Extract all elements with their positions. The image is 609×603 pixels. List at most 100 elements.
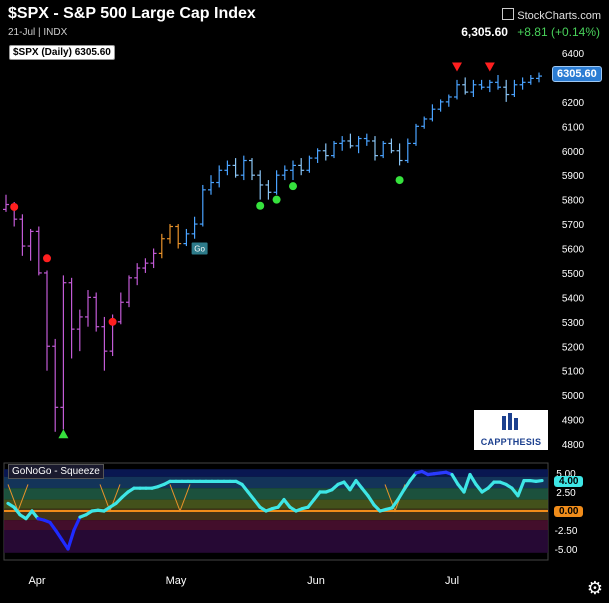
ohlc-bar — [404, 138, 411, 163]
ohlc-bar — [117, 292, 124, 325]
ohlc-bar — [388, 138, 395, 154]
series-legend-badge[interactable]: $SPX (Daily) 6305.60 — [9, 45, 115, 60]
ohlc-bar — [445, 94, 452, 107]
oscillator-segment — [408, 471, 418, 483]
ohlc-bar — [281, 165, 288, 181]
oscillator-segment — [474, 482, 484, 494]
oscillator-segment — [402, 479, 412, 492]
ohlc-bar — [306, 155, 313, 173]
red-down-triangle-icon — [452, 62, 462, 72]
last-price: 6,305.60 — [461, 25, 508, 39]
ohlc-bar — [52, 338, 59, 432]
oscillator-tick-label: 2.50 — [556, 488, 576, 499]
oscillator-zone — [4, 476, 548, 489]
green-signal-dot — [272, 195, 281, 204]
ohlc-bar — [249, 158, 255, 181]
ohlc-bar — [273, 170, 280, 195]
oscillator-zone — [4, 520, 548, 530]
ohlc-bar — [437, 99, 444, 112]
ohlc-bar — [486, 79, 493, 93]
oscillator-segment — [516, 479, 526, 498]
price-tick-label: 5200 — [562, 342, 585, 353]
price-tick-label: 5900 — [562, 171, 585, 182]
ohlc-bar — [150, 248, 157, 269]
ohlc-bar — [142, 258, 149, 273]
price-tick-label: 6400 — [562, 49, 585, 60]
oscillator-tick-label: -5.00 — [555, 545, 578, 556]
oscillator-segment — [390, 498, 400, 510]
stockcharts-logo-icon — [502, 8, 515, 20]
red-signal-dot — [108, 317, 117, 326]
ohlc-bar — [126, 275, 132, 308]
ohlc-bar — [347, 133, 354, 149]
oscillator-zone — [4, 488, 548, 500]
price-tick-label: 5800 — [562, 196, 585, 207]
oscillator-segment — [66, 528, 76, 551]
price-tick-label: 6100 — [562, 122, 585, 133]
price-tick-label: 4900 — [562, 416, 585, 427]
oscillator-segment — [462, 472, 472, 494]
oscillator-tick-label: -2.50 — [555, 526, 578, 537]
ohlc-bar — [462, 77, 469, 95]
month-tick-label: Jun — [307, 575, 325, 587]
ohlc-bar — [413, 123, 419, 146]
oscillator-zone — [4, 499, 548, 509]
brand-label: StockCharts.com — [517, 10, 601, 22]
brand-link[interactable]: StockCharts.com — [502, 8, 601, 22]
gear-icon[interactable]: ⚙ — [586, 578, 603, 598]
red-signal-dot — [43, 254, 51, 263]
ohlc-bar — [314, 148, 321, 163]
oscillator-zone — [4, 508, 548, 521]
ohlc-bar — [298, 158, 305, 176]
ohlc-bar — [85, 290, 91, 327]
ohlc-bar — [44, 270, 50, 371]
ohlc-bar — [257, 170, 264, 200]
price-tick-label: 6000 — [562, 147, 585, 158]
price-tick-label: 5000 — [562, 391, 585, 402]
oscillator-segment — [306, 498, 316, 509]
chart-date-exchange: 21-Jul | INDX — [8, 27, 68, 38]
oscillator-segment — [240, 482, 250, 494]
ohlc-bar — [503, 79, 510, 102]
oscillator-segment — [48, 520, 58, 533]
ohlc-bar — [134, 263, 141, 286]
ohlc-bar — [175, 224, 182, 249]
ohlc-bar — [470, 79, 477, 97]
ohlc-bar — [199, 184, 206, 227]
ohlc-bar — [158, 233, 165, 259]
ohlc-bar — [68, 277, 75, 359]
red-down-triangle-icon — [484, 62, 495, 72]
oscillator-segment — [312, 490, 322, 502]
oscillator-segment — [360, 486, 370, 498]
go-label: Go — [191, 242, 208, 255]
ohlc-bar — [76, 309, 83, 352]
ohlc-bar — [380, 140, 387, 159]
oscillator-segment — [396, 488, 406, 502]
go-label-text: Go — [194, 245, 205, 254]
ohlc-bar — [216, 165, 223, 188]
ohlc-bar — [27, 228, 34, 261]
quote-summary: 6,305.60 +8.81 (+0.14%) — [461, 25, 600, 39]
ohlc-bar — [191, 216, 198, 239]
oscillator-zone — [4, 530, 548, 553]
green-up-triangle-icon — [58, 429, 69, 439]
ohlc-bar — [208, 175, 214, 195]
ohlc-bar — [536, 72, 542, 83]
month-tick-label: May — [166, 575, 187, 587]
ohlc-bar — [232, 158, 239, 178]
oscillator-legend[interactable]: GoNoGo - Squeeze — [8, 464, 104, 479]
green-signal-dot — [256, 201, 265, 210]
ohlc-bar — [421, 116, 428, 129]
squeeze-grid — [99, 484, 121, 513]
ohlc-bar — [527, 74, 534, 85]
price-tick-label: 5700 — [562, 220, 585, 231]
oscillator-segment — [12, 505, 22, 517]
zero-line-value-tag: 0.00 — [554, 506, 584, 517]
chart-title: $SPX - S&P 500 Large Cap Index — [8, 5, 256, 22]
ohlc-bar — [396, 143, 403, 166]
oscillator-segment — [468, 472, 478, 486]
ohlc-bar — [331, 140, 337, 159]
oscillator-segment — [282, 498, 292, 509]
ohlc-bar — [224, 160, 231, 176]
green-signal-dot — [289, 182, 297, 191]
